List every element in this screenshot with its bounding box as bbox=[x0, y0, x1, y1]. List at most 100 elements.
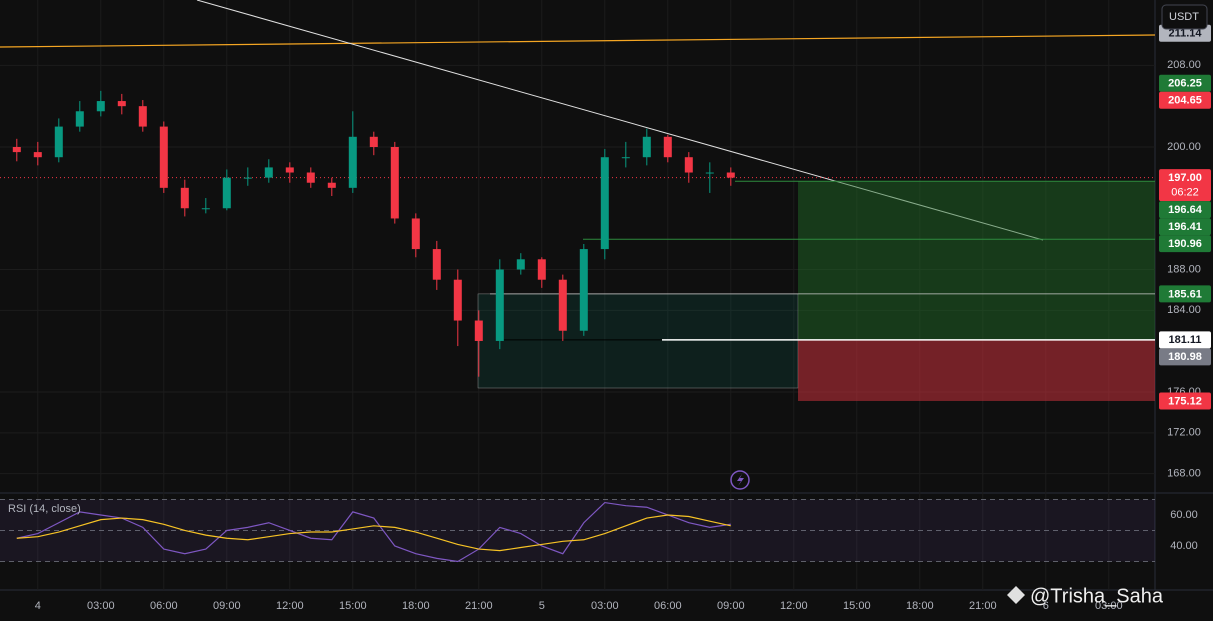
candle-body bbox=[621, 157, 630, 159]
price-tag bbox=[1159, 331, 1211, 349]
price-tag-label: 181.11 bbox=[1168, 334, 1201, 346]
candle-body bbox=[663, 136, 672, 158]
candle-body bbox=[159, 126, 168, 188]
candle-body bbox=[54, 126, 63, 158]
watermark: @Trisha_Saha bbox=[1030, 585, 1164, 607]
x-tick-label: 18:00 bbox=[402, 600, 430, 612]
x-tick-label: 03:00 bbox=[1095, 600, 1123, 612]
candle-body bbox=[537, 259, 546, 280]
x-tick-label: 06:00 bbox=[654, 600, 682, 612]
rsi-line bbox=[16, 514, 731, 552]
orange-trendline bbox=[0, 34, 1156, 48]
candle-body bbox=[138, 106, 147, 127]
candle-body bbox=[12, 147, 21, 153]
x-tick-label: 5 bbox=[539, 600, 545, 612]
rsi-tick-label: 40.00 bbox=[1170, 540, 1198, 552]
candle-body bbox=[705, 172, 714, 174]
countdown: 06:22 bbox=[1171, 187, 1199, 199]
price-tag bbox=[1159, 348, 1211, 366]
drawings bbox=[0, 0, 1156, 241]
candle-body bbox=[201, 208, 210, 210]
rsi-line bbox=[16, 501, 731, 563]
candle-body bbox=[642, 136, 651, 158]
price-tag bbox=[1159, 169, 1211, 202]
plot bbox=[0, 90, 1155, 563]
price-tag-label: 196.64 bbox=[1168, 204, 1203, 216]
price-tag bbox=[1159, 285, 1211, 303]
price-tag-label: 211.14 bbox=[1168, 28, 1202, 40]
candle-body bbox=[474, 320, 483, 341]
price-tag bbox=[1159, 91, 1211, 109]
candle-body bbox=[117, 101, 126, 107]
x-tick-label: 21:00 bbox=[465, 600, 493, 612]
x-tick-label: 12:00 bbox=[276, 600, 304, 612]
candle-body bbox=[579, 249, 588, 331]
entry-zone bbox=[477, 293, 799, 389]
watermark-logo bbox=[1007, 586, 1025, 604]
price-tag-label: 196.41 bbox=[1168, 221, 1202, 233]
price-axis: 208.00200.00188.00184.00176.00172.00168.… bbox=[1159, 24, 1211, 552]
candle-body bbox=[684, 157, 693, 173]
candle-body bbox=[180, 187, 189, 209]
price-tag-label: 206.25 bbox=[1168, 78, 1202, 90]
x-tick-label: 09:00 bbox=[717, 600, 745, 612]
candle-body bbox=[33, 152, 42, 158]
price-tag bbox=[1159, 201, 1211, 219]
x-tick-label: 4 bbox=[35, 600, 41, 612]
price-tag bbox=[1159, 235, 1211, 253]
candle-body bbox=[516, 259, 525, 270]
candle-body bbox=[726, 172, 735, 178]
rsi-title: RSI (14, close) bbox=[8, 503, 81, 515]
candle-body bbox=[327, 182, 336, 188]
profit-zone bbox=[798, 181, 1155, 340]
candle-body bbox=[390, 147, 399, 219]
y-tick-label: 188.00 bbox=[1167, 263, 1201, 275]
x-tick-label: 6 bbox=[1043, 600, 1049, 612]
currency-button[interactable] bbox=[1161, 4, 1208, 30]
candle-body bbox=[369, 136, 378, 147]
y-tick-label: 172.00 bbox=[1167, 427, 1201, 439]
candle-body bbox=[411, 218, 420, 250]
y-tick-label: 208.00 bbox=[1167, 59, 1201, 71]
candle-body bbox=[600, 157, 609, 250]
candle-body bbox=[75, 111, 84, 127]
candle-body bbox=[348, 136, 357, 188]
price-tag-label: 190.96 bbox=[1168, 238, 1202, 250]
x-tick-label: 06:00 bbox=[150, 600, 178, 612]
loss-zone bbox=[798, 339, 1155, 401]
candle-body bbox=[285, 167, 294, 173]
x-tick-label: 03:00 bbox=[87, 600, 115, 612]
lightning-glyph bbox=[737, 474, 744, 486]
candle-body bbox=[243, 177, 252, 179]
rsi-tick-label: 60.00 bbox=[1170, 509, 1198, 521]
x-tick-label: 15:00 bbox=[339, 600, 367, 612]
x-tick-label: 09:00 bbox=[213, 600, 241, 612]
x-tick-label: 12:00 bbox=[780, 600, 808, 612]
x-tick-label: 15:00 bbox=[843, 600, 871, 612]
candle-body bbox=[306, 172, 315, 183]
price-tag-label: 204.65 bbox=[1168, 95, 1202, 107]
x-tick-label: 18:00 bbox=[906, 600, 934, 612]
price-tag-label: 197.00 bbox=[1168, 172, 1202, 184]
y-tick-label: 200.00 bbox=[1167, 141, 1201, 153]
candle-body bbox=[432, 249, 441, 280]
price-tag bbox=[1159, 74, 1211, 92]
currency[interactable]: USDT bbox=[1169, 11, 1199, 23]
candle-body bbox=[264, 167, 273, 178]
price-tag bbox=[1159, 218, 1211, 236]
y-tick-label: 168.00 bbox=[1167, 468, 1201, 480]
lightning-icon[interactable] bbox=[730, 470, 750, 490]
candle-body bbox=[453, 279, 462, 321]
x-tick-label: 21:00 bbox=[969, 600, 997, 612]
candle-body bbox=[495, 269, 504, 341]
white-trendline bbox=[196, 0, 1044, 241]
candle-body bbox=[558, 279, 567, 331]
candle-body bbox=[222, 177, 231, 209]
x-tick-label: 03:00 bbox=[591, 600, 619, 612]
candle-body bbox=[96, 101, 105, 112]
y-tick-label: 184.00 bbox=[1167, 304, 1201, 316]
price-tag-label: 175.12 bbox=[1168, 395, 1202, 407]
price-tag bbox=[1159, 392, 1211, 410]
